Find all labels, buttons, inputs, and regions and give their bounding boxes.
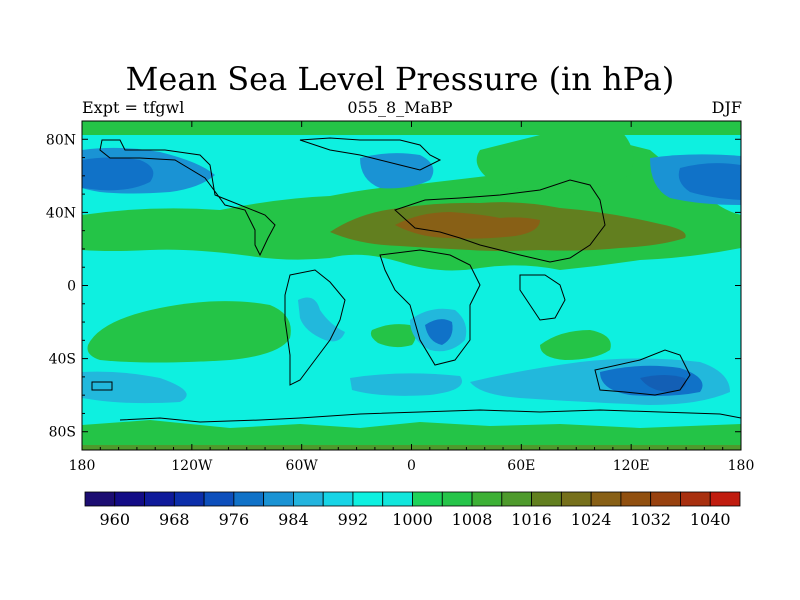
run-label: 055_8_MaBP — [347, 98, 453, 117]
colorbar-label: 1016 — [511, 510, 552, 529]
australia-coast — [594, 349, 691, 396]
colorbar-swatch — [293, 491, 324, 507]
x-tick-label: 120E — [613, 458, 650, 474]
colorbar-label: 968 — [159, 510, 190, 529]
colorbar-swatch — [382, 491, 413, 507]
colorbar-swatch — [173, 491, 205, 507]
colorbar-swatch — [203, 491, 235, 507]
eurasia-coast — [394, 179, 606, 263]
colorbar-swatch — [471, 491, 503, 507]
x-tick-label: 0 — [407, 458, 416, 474]
india-coast — [519, 274, 566, 321]
colorbar-label: 960 — [99, 510, 130, 529]
season-label: DJF — [711, 98, 742, 117]
small-island-coast — [91, 381, 113, 391]
asian-high-core — [395, 212, 540, 239]
colorbar-swatch — [709, 491, 741, 507]
experiment-label: Expt = tfgwl — [82, 98, 185, 117]
colorbar-swatch — [114, 491, 145, 507]
colorbar-swatch — [620, 491, 652, 507]
north-america-coast — [99, 139, 276, 257]
y-tick-label: 40N — [46, 205, 76, 221]
colorbar-swatch — [531, 491, 562, 507]
map-axes: 180 120W 60W 0 60E 120E 180 80N 40N 0 40S 80S — [46, 121, 754, 474]
y-tick-label: 0 — [67, 279, 76, 295]
colorbar-swatch — [501, 491, 532, 507]
y-tick-label: 80N — [46, 132, 76, 148]
coastlines — [91, 137, 741, 423]
colorbar-label: 1040 — [690, 510, 731, 529]
north-pacific-low-core — [82, 157, 154, 191]
colorbar: 960 968 976 984 992 1000 1008 1016 1024 1032 1040 — [84, 491, 741, 529]
aleutian-low-core — [678, 163, 741, 200]
colorbar-swatch — [322, 491, 354, 507]
y-tick-label: 40S — [49, 352, 76, 368]
y-tick-label: 80S — [49, 425, 76, 441]
colorbar-label: 1008 — [452, 510, 493, 529]
x-tick-label: 60W — [286, 458, 319, 474]
colorbar-label: 984 — [278, 510, 309, 529]
colorbar-label: 1000 — [392, 510, 433, 529]
antarctic-high-band — [82, 420, 741, 450]
colorbar-swatch — [144, 491, 175, 507]
plot-title: Mean Sea Level Pressure (in hPa) — [125, 60, 675, 98]
x-tick-label: 120W — [171, 458, 213, 474]
south-atlantic-high — [370, 324, 416, 348]
x-tick-label: 180 — [728, 458, 755, 474]
south-africa-low-core — [425, 319, 453, 345]
colorbar-swatch — [441, 491, 473, 507]
colorbar-swatch — [84, 491, 116, 507]
south-pacific-high — [87, 301, 291, 363]
colorbar-swatch — [590, 491, 622, 507]
southern-trough-east-deep — [640, 375, 687, 392]
colorbar-label: 1024 — [571, 510, 612, 529]
south-america-coast — [284, 269, 346, 386]
greenland-coast — [299, 137, 442, 171]
colorbar-swatch — [680, 491, 711, 507]
colorbar-label: 992 — [338, 510, 369, 529]
colorbar-label: 976 — [219, 510, 250, 529]
x-tick-label: 180 — [69, 458, 96, 474]
indian-ocean-high — [540, 330, 611, 360]
colorbar-swatch — [650, 491, 681, 507]
colorbar-swatch — [352, 491, 384, 507]
colorbar-swatch — [560, 491, 592, 507]
antarctica-coast — [119, 409, 741, 423]
colorbar-swatch — [412, 491, 443, 507]
icelandic-low — [360, 153, 434, 189]
africa-coast — [379, 249, 481, 366]
colorbar-swatch — [233, 491, 265, 507]
siberian-high — [476, 130, 634, 195]
colorbar-label: 1032 — [630, 510, 671, 529]
southern-trough-atlantic — [350, 373, 462, 396]
southern-trough-west — [82, 371, 187, 404]
map-field — [82, 121, 741, 450]
x-tick-label: 60E — [507, 458, 535, 474]
colorbar-swatch — [263, 491, 294, 507]
south-america-low — [298, 297, 345, 342]
